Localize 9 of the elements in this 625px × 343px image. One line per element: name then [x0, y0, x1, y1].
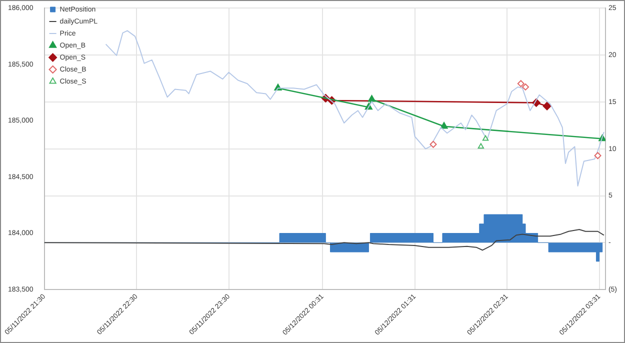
- point: [594, 152, 602, 160]
- point: [542, 102, 552, 110]
- point: [478, 143, 484, 149]
- point: [430, 140, 437, 148]
- point: [517, 80, 524, 88]
- point: [440, 122, 448, 129]
- point: [482, 135, 489, 141]
- point: [522, 83, 529, 90]
- point: [368, 95, 376, 102]
